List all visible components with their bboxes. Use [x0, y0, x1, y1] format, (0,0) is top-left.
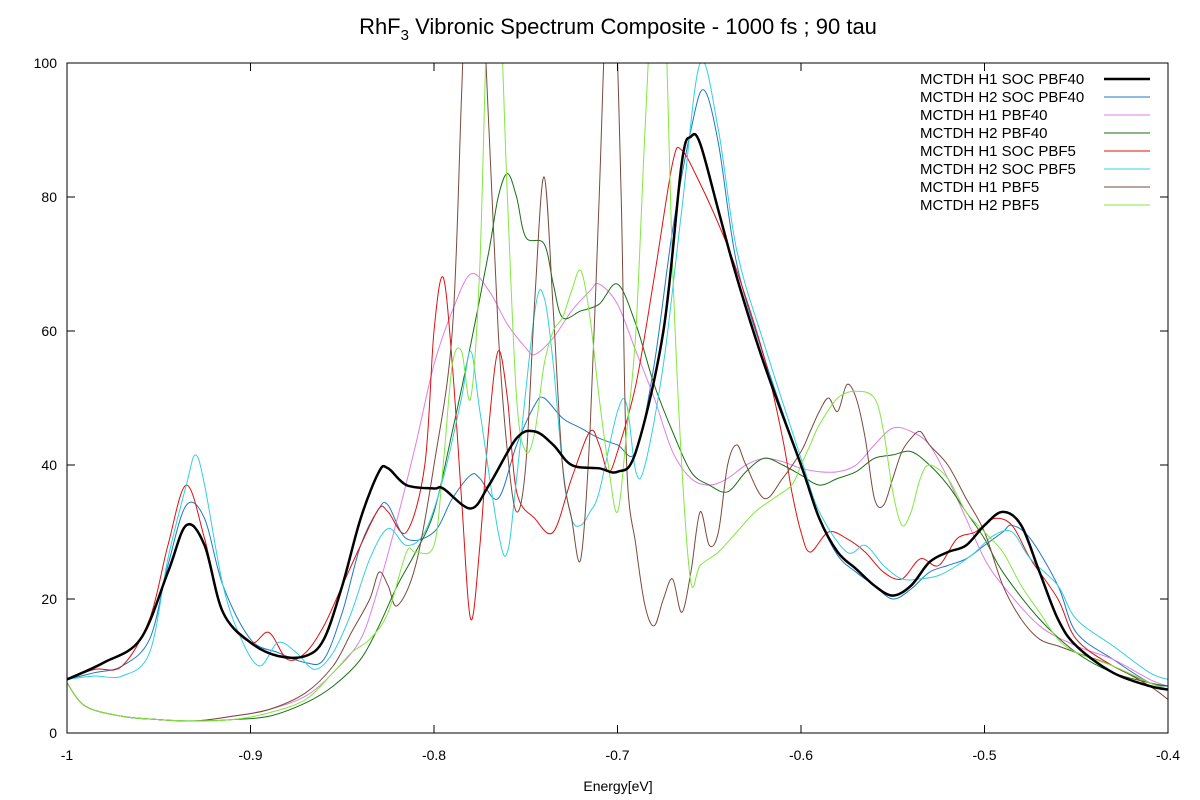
y-tick-label: 40 — [41, 457, 57, 473]
axis-ticks — [66, 62, 1169, 734]
x-axis-label: Energy[eV] — [583, 778, 652, 794]
title-subscript: 3 — [401, 27, 409, 44]
y-tick-label: 100 — [34, 55, 58, 71]
legend-label: MCTDH H1 SOC PBF5 — [920, 143, 1076, 160]
series-line-3 — [67, 272, 1168, 722]
series-line-5 — [67, 146, 1168, 690]
legend-label: MCTDH H2 PBF40 — [920, 125, 1048, 142]
x-tick-label: -0.6 — [789, 747, 813, 763]
legend-label: MCTDH H1 PBF40 — [920, 107, 1048, 124]
chart-title: RhF3 Vibronic Spectrum Composite - 1000 … — [359, 14, 877, 44]
x-tick-labels: -1 -0.9 -0.8 -0.7 -0.6 -0.5 -0.4 — [61, 747, 1181, 763]
x-tick-label: -1 — [61, 747, 74, 763]
x-tick-label: -0.9 — [238, 747, 262, 763]
title-main: RhF — [359, 14, 401, 39]
y-tick-label: 80 — [41, 189, 57, 205]
series-line-8 — [67, 63, 1168, 722]
y-tick-label: 60 — [41, 323, 57, 339]
y-tick-label: 0 — [49, 725, 57, 741]
series-lines — [67, 63, 1168, 722]
y-tick-labels: 0 20 40 60 80 100 — [34, 55, 58, 741]
series-line-1 — [67, 132, 1168, 691]
x-tick-label: -0.5 — [972, 747, 996, 763]
legend-label: MCTDH H2 PBF5 — [920, 197, 1039, 214]
series-line-4 — [67, 173, 1168, 722]
x-tick-label: -0.8 — [422, 747, 446, 763]
x-tick-label: -0.7 — [605, 747, 629, 763]
y-tick-label: 20 — [41, 591, 57, 607]
title-rest: Vibronic Spectrum Composite - 1000 fs ; … — [409, 14, 877, 39]
series-line-7 — [67, 63, 1168, 722]
legend-label: MCTDH H2 SOC PBF40 — [920, 89, 1084, 106]
series-line-2 — [67, 89, 1168, 687]
x-tick-label: -0.4 — [1156, 747, 1180, 763]
legend-label: MCTDH H1 PBF5 — [920, 179, 1039, 196]
legend-label: MCTDH H2 SOC PBF5 — [920, 161, 1076, 178]
legend-label: MCTDH H1 SOC PBF40 — [920, 71, 1084, 88]
